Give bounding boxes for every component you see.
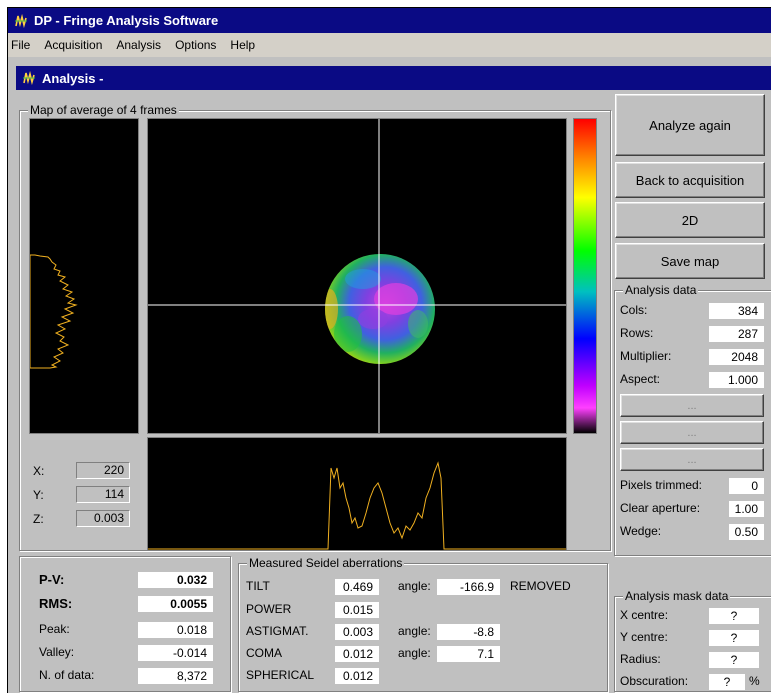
x-centre-value: ?: [709, 608, 759, 624]
valley-value: -0.014: [138, 645, 213, 661]
astigmatism-angle-label: angle:: [398, 624, 431, 638]
astigmatism-value: 0.003: [335, 624, 379, 640]
peak-value: 0.018: [138, 622, 213, 638]
y-value: 114: [76, 486, 130, 503]
seidel-group-label: Measured Seidel aberrations: [247, 556, 405, 570]
obscuration-unit: %: [749, 674, 760, 688]
app-title-bar: DP - Fringe Analysis Software: [8, 8, 771, 33]
window-logo-icon: [23, 71, 35, 85]
clear-aperture-label: Clear aperture:: [620, 501, 701, 515]
spherical-label: SPHERICAL: [246, 668, 315, 682]
multiplier-label: Multiplier:: [620, 349, 672, 363]
cols-label: Cols:: [620, 303, 648, 317]
ndata-label: N. of data:: [39, 668, 95, 682]
back-to-acquisition-label: Back to acquisition: [635, 172, 745, 188]
analysis-window-title-bar[interactable]: Analysis -: [16, 66, 771, 90]
map-group-label: Map of average of 4 frames: [28, 103, 179, 117]
radius-value: ?: [709, 652, 759, 668]
obscuration-label: Obscuration:: [620, 674, 689, 688]
radius-label: Radius:: [620, 652, 661, 666]
ndata-value: 8,372: [138, 668, 213, 684]
2d-label: 2D: [681, 212, 699, 228]
stats-group: [19, 556, 231, 692]
analysis-slot-label-3: ...: [687, 453, 697, 466]
analysis-slot-label-1: ...: [687, 399, 697, 412]
x-centre-label: X centre:: [620, 608, 669, 622]
obscuration-value: ?: [709, 674, 745, 690]
analysis-data-group: Analysis data: [614, 283, 771, 556]
astigmatism-angle-value: -8.8: [437, 624, 500, 640]
mask-data-group: Analysis mask data: [614, 589, 771, 692]
horizontal-profile-plot: [147, 437, 567, 551]
z-value: 0.003: [76, 510, 130, 527]
save-map-label: Save map: [660, 253, 720, 269]
horizontal-profile-trace: [148, 461, 566, 550]
app-title: DP - Fringe Analysis Software: [34, 13, 219, 28]
multiplier-value: 2048: [709, 349, 764, 365]
tilt-value: 0.469: [335, 579, 379, 595]
menu-analysis[interactable]: Analysis: [116, 38, 162, 52]
coma-angle-label: angle:: [398, 646, 431, 660]
app-logo-icon: [15, 13, 27, 28]
pv-label: P-V:: [39, 572, 65, 587]
y-label: Y:: [33, 488, 44, 502]
color-scale-bar: [573, 118, 597, 434]
rows-label: Rows:: [620, 326, 654, 340]
analysis-slot-button-3[interactable]: ...: [620, 448, 764, 471]
coma-value: 0.012: [335, 646, 379, 662]
y-centre-label: Y centre:: [620, 630, 668, 644]
power-label: POWER: [246, 602, 292, 616]
vertical-profile-trace: [29, 254, 78, 369]
menu-acquisition[interactable]: Acquisition: [44, 38, 103, 52]
aspect-value: 1.000: [709, 372, 764, 388]
vertical-profile-plot: [29, 118, 139, 434]
menu-options[interactable]: Options: [175, 38, 217, 52]
spherical-value: 0.012: [335, 668, 379, 684]
tilt-angle-value: -166.9: [437, 579, 500, 595]
app-window: DP - Fringe Analysis Software File Acqui…: [7, 7, 771, 693]
pixels-trimmed-value: 0: [729, 478, 764, 494]
power-value: 0.015: [335, 602, 379, 618]
rows-value: 287: [709, 326, 764, 342]
peak-label: Peak:: [39, 622, 70, 636]
mask-data-label: Analysis mask data: [623, 589, 731, 603]
analyze-again-button[interactable]: Analyze again: [615, 94, 765, 156]
menu-help[interactable]: Help: [230, 38, 256, 52]
menu-bar: File Acquisition Analysis Options Help: [8, 33, 771, 57]
astigmatism-label: ASTIGMAT.: [246, 624, 309, 638]
valley-label: Valley:: [39, 645, 75, 659]
analysis-window: Map of average of 4 frames: [16, 90, 771, 693]
menu-file[interactable]: File: [11, 38, 31, 52]
analyze-again-label: Analyze again: [649, 117, 731, 133]
pv-value: 0.032: [138, 572, 213, 588]
rms-label: RMS:: [39, 596, 73, 611]
tilt-label: TILT: [246, 579, 270, 593]
z-label: Z:: [33, 512, 44, 526]
coma-angle-value: 7.1: [437, 646, 500, 662]
phase-map-image: [148, 119, 566, 433]
x-label: X:: [33, 464, 45, 478]
analysis-window-title: Analysis -: [42, 70, 104, 86]
pixels-trimmed-label: Pixels trimmed:: [620, 478, 703, 492]
phase-map[interactable]: [147, 118, 567, 434]
aspect-label: Aspect:: [620, 372, 661, 386]
tilt-status: REMOVED: [510, 579, 571, 593]
analysis-data-label: Analysis data: [623, 283, 699, 297]
x-value: 220: [76, 462, 130, 479]
tilt-angle-label: angle:: [398, 579, 431, 593]
analysis-slot-button-1[interactable]: ...: [620, 394, 764, 417]
2d-button[interactable]: 2D: [615, 202, 765, 238]
back-to-acquisition-button[interactable]: Back to acquisition: [615, 162, 765, 198]
wedge-label: Wedge:: [620, 524, 662, 538]
clear-aperture-value: 1.00: [729, 501, 764, 517]
rms-value: 0.0055: [138, 596, 213, 612]
wedge-value: 0.50: [729, 524, 764, 540]
cols-value: 384: [709, 303, 764, 319]
analysis-slot-button-2[interactable]: ...: [620, 421, 764, 444]
seidel-group: Measured Seidel aberrations: [238, 556, 608, 692]
y-centre-value: ?: [709, 630, 759, 646]
analysis-slot-label-2: ...: [687, 426, 697, 439]
coma-label: COMA: [246, 646, 282, 660]
save-map-button[interactable]: Save map: [615, 243, 765, 279]
